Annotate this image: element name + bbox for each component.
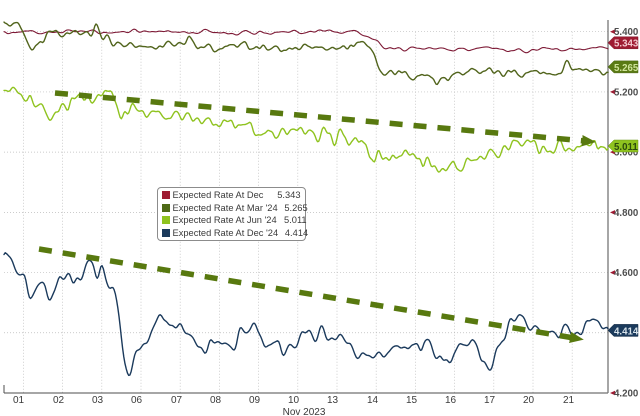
svg-text:5.343: 5.343	[614, 39, 639, 50]
svg-text:4.800: 4.800	[614, 208, 638, 219]
svg-text:5.200: 5.200	[614, 87, 638, 98]
svg-text:4.600: 4.600	[614, 268, 638, 279]
svg-text:5.011: 5.011	[614, 142, 638, 153]
svg-text:5.265: 5.265	[614, 63, 639, 74]
svg-text:4.414: 4.414	[614, 326, 639, 337]
